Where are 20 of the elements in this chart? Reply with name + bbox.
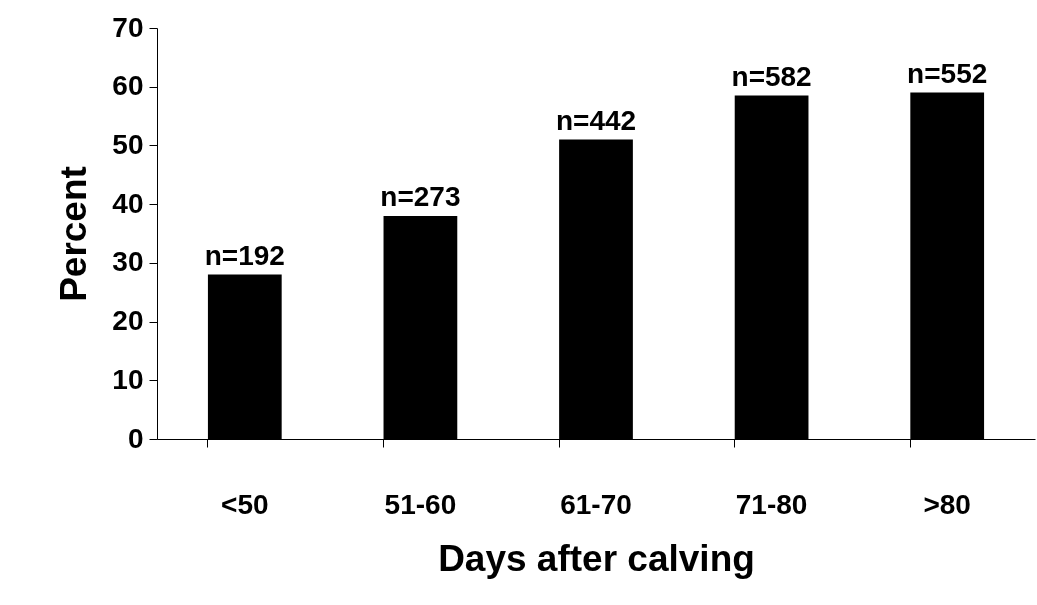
x-tick-label: 61-70 [560,488,632,520]
annotation: n=552 [907,57,988,89]
x-tick-label: 71-80 [735,488,808,520]
y-tick-label: 40 [112,187,144,219]
x-axis-title: Days after calving [438,537,755,579]
x-tick-label: <50 [221,488,269,520]
y-tick-label: 30 [112,246,144,278]
x-tick-label: >80 [923,488,971,520]
y-tick-label: 10 [112,363,144,395]
annotation: n=273 [380,180,461,212]
annotation: n=582 [731,60,812,92]
x-tick-label: 51-60 [384,488,457,520]
y-tick-label: 20 [112,305,144,337]
y-axis-title: Percent [53,166,95,302]
y-tick-label: 50 [112,128,144,160]
annotation: n=442 [555,104,637,136]
y-tick-label: 0 [127,422,144,454]
annotation: n=192 [204,239,285,271]
y-tick-label: 70 [112,11,144,43]
y-tick-label: 60 [112,70,144,102]
